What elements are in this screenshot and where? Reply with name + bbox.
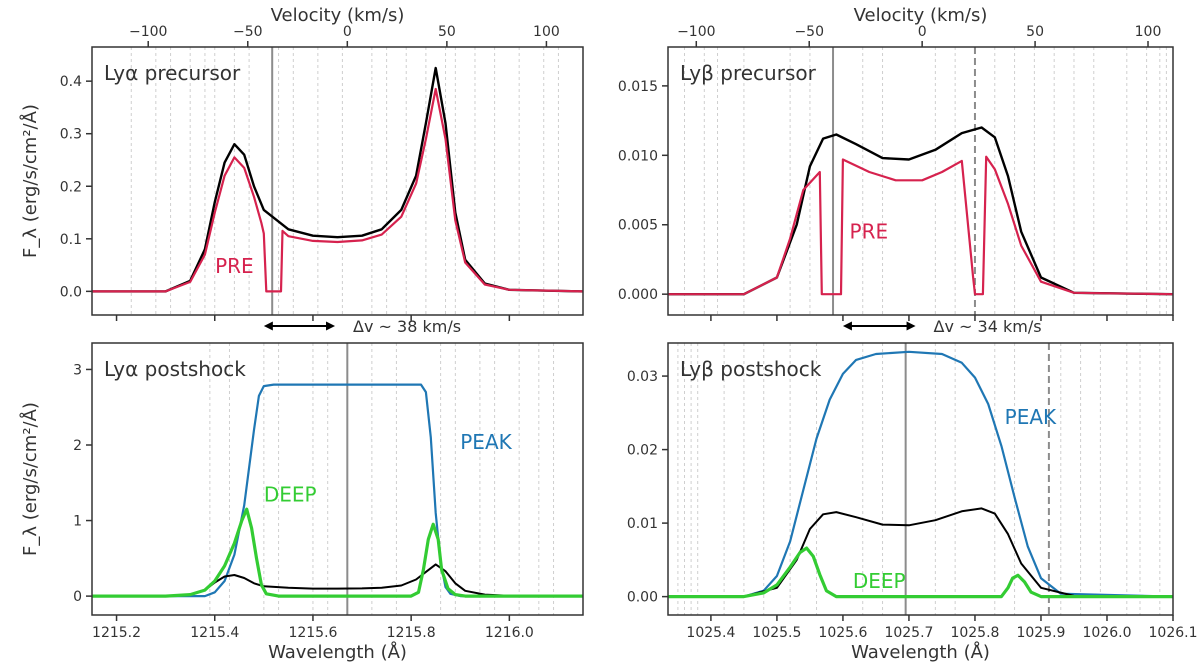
axes-frame xyxy=(667,46,1174,316)
series-peak xyxy=(668,350,1173,598)
panel-lya-post: 0 1 2 3 1215.2 1215.4 1215.6 1215.8 1216.0 Lyα po… xyxy=(19,342,584,663)
curve-label: DEEP xyxy=(264,483,317,507)
x-tick-label: 1025.4 xyxy=(686,625,735,641)
panel-lyb-post: 0.00 0.01 0.02 0.03 1025.4 1025.5 1025.6 1025.7… xyxy=(627,342,1198,663)
y-tick-label: 0.1 xyxy=(60,232,82,248)
x-tick-label: 1025.7 xyxy=(884,625,933,641)
y-axis-label: F_λ (erg/s/cm²/Å) xyxy=(19,402,41,556)
delta-v-annotation: Δv ~ 38 km/s xyxy=(263,317,461,336)
panel-title: Lyα postshock xyxy=(104,357,246,381)
panel-title: Lyβ postshock xyxy=(680,357,822,381)
panel-title: Lyα precursor xyxy=(104,61,241,85)
y-axis-label: F_λ (erg/s/cm²/Å) xyxy=(19,104,41,258)
x-tick-label: 1215.4 xyxy=(190,625,239,641)
curve-label: DEEP xyxy=(853,569,906,593)
y-tick-label: 0.00 xyxy=(627,590,658,606)
y-tick-label: 0.3 xyxy=(60,127,82,143)
panel-lyb-pre: 0.000 0.005 0.010 0.015 −100 −50 0 50 100 Velocit… xyxy=(618,5,1174,321)
top-tick-label: −100 xyxy=(129,24,167,40)
x-tick-label: 1025.9 xyxy=(1016,625,1065,641)
curve-label: PEAK xyxy=(1005,405,1057,429)
top-axis-label: Velocity (km/s) xyxy=(271,5,405,26)
y-tick-label: 0.03 xyxy=(627,369,658,385)
x-tick-label: 1215.2 xyxy=(92,625,141,641)
x-axis-label: Wavelength (Å) xyxy=(268,641,407,663)
panel-lya-pre: 0.0 0.1 0.2 0.3 0.4 −100 −50 0 50 100 Velocity (km… xyxy=(19,5,584,321)
delta-v-annotation: Δv ~ 34 km/s xyxy=(842,317,1042,336)
y-tick-label: 0 xyxy=(73,589,82,605)
x-tick-label: 1025.8 xyxy=(950,625,999,641)
plot-area xyxy=(668,343,1173,615)
curve-label: PRE xyxy=(215,254,254,278)
y-tick-label: 3 xyxy=(73,362,82,378)
y-tick-label: 0.2 xyxy=(60,179,82,195)
series-intrinsic xyxy=(668,126,1173,296)
x-tick-label: 1215.8 xyxy=(387,625,436,641)
x-tick-label: 1026.1 xyxy=(1149,625,1198,641)
y-tick-label: 0.01 xyxy=(627,516,658,532)
delta-v-arrow-head-left xyxy=(263,321,273,331)
top-tick-label: −50 xyxy=(794,24,824,40)
axes-frame xyxy=(667,342,1174,616)
delta-v-arrow-head-right xyxy=(906,321,916,331)
x-tick-label: 1026.0 xyxy=(1082,625,1131,641)
x-tick-label: 1025.6 xyxy=(818,625,867,641)
top-tick-label: 100 xyxy=(1135,24,1162,40)
panel-title: Lyβ precursor xyxy=(680,61,817,85)
series-intrinsic xyxy=(92,563,583,598)
x-tick-label: 1215.6 xyxy=(288,625,337,641)
curve-label: PEAK xyxy=(460,430,512,454)
plot-area xyxy=(668,47,1173,315)
y-tick-label: 0.02 xyxy=(627,443,658,459)
series-intrinsic xyxy=(92,66,583,293)
y-tick-label: 0.005 xyxy=(618,218,658,234)
plot-area xyxy=(92,47,583,315)
y-tick-label: 0.010 xyxy=(618,148,658,164)
top-tick-label: 0 xyxy=(343,24,352,40)
series-deep xyxy=(92,507,583,598)
x-tick-label: 1216.0 xyxy=(485,625,534,641)
series-deep xyxy=(668,546,1173,599)
series-pre xyxy=(668,155,1173,296)
axes-frame xyxy=(91,342,584,616)
top-axis-label: Velocity (km/s) xyxy=(854,5,988,26)
top-tick-label: 100 xyxy=(533,24,560,40)
delta-v-arrow-head-left xyxy=(842,321,852,331)
y-tick-label: 0.000 xyxy=(618,287,658,303)
top-tick-label: −100 xyxy=(677,24,715,40)
top-tick-label: −50 xyxy=(233,24,263,40)
axes-frame xyxy=(91,46,584,316)
curve-label: PRE xyxy=(850,220,889,244)
delta-v-arrow-head-right xyxy=(326,321,336,331)
plot-area xyxy=(92,343,583,615)
y-tick-label: 2 xyxy=(73,438,82,454)
y-tick-label: 0.0 xyxy=(60,284,82,300)
y-tick-label: 0.4 xyxy=(60,74,82,90)
delta-v-label: Δv ~ 38 km/s xyxy=(353,317,461,336)
x-tick-label: 1025.5 xyxy=(752,625,801,641)
top-tick-label: 50 xyxy=(438,24,456,40)
x-axis-label: Wavelength (Å) xyxy=(851,641,990,663)
y-tick-label: 1 xyxy=(73,514,82,530)
series-peak xyxy=(92,383,583,598)
series-pre xyxy=(92,87,583,293)
top-tick-label: 0 xyxy=(918,24,927,40)
y-tick-label: 0.015 xyxy=(618,79,658,95)
top-tick-label: 50 xyxy=(1026,24,1044,40)
delta-v-label: Δv ~ 34 km/s xyxy=(934,317,1042,336)
